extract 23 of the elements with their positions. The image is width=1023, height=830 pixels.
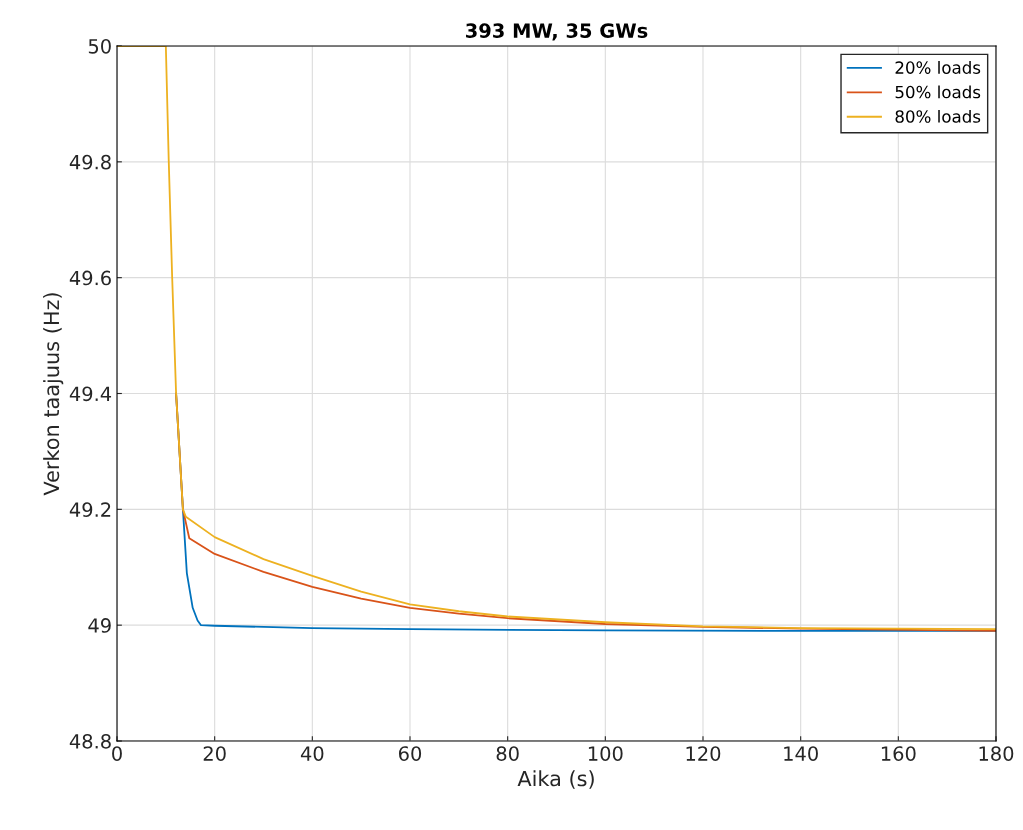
y-tick-label: 49 <box>88 618 111 633</box>
legend-label: 20% loads <box>895 61 981 74</box>
y-tick-label: 49.8 <box>69 154 111 170</box>
y-tick-label: 48.8 <box>69 733 111 749</box>
x-tick-label: 180 <box>979 746 1014 761</box>
legend-label: 80% loads <box>895 109 981 123</box>
x-tick-label: 100 <box>588 746 623 761</box>
y-tick-label: 49.2 <box>69 502 111 517</box>
legend-label: 50% loads <box>895 85 981 99</box>
x-tick-label: 120 <box>686 746 721 761</box>
x-tick-label: 140 <box>784 746 818 761</box>
x-tick-label: 160 <box>881 746 916 761</box>
x-tick-label: 60 <box>398 746 422 761</box>
x-tick-label: 40 <box>300 746 324 761</box>
y-tick-label: 49.6 <box>69 270 111 286</box>
y-tick-label: 49.4 <box>69 386 112 402</box>
y-tick-label: 50 <box>88 38 111 54</box>
x-tick-label: 20 <box>203 746 226 761</box>
x-tick-label: 0 <box>112 746 122 761</box>
x-axis-title: Aika (s) <box>517 770 594 789</box>
y-axis-title: Verkon taajuus (Hz) <box>43 293 64 496</box>
x-tick-label: 80 <box>496 746 519 761</box>
chart-title: 393 MW, 35 GWs <box>466 23 648 41</box>
